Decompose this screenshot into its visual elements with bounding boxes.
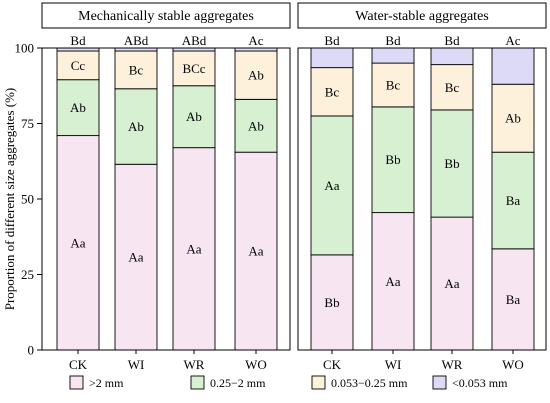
bar-label: Ba <box>506 292 521 307</box>
x-tick-label: WR <box>442 357 463 372</box>
x-tick-label: WI <box>385 357 402 372</box>
bar-segment <box>172 85 216 149</box>
bar-segment <box>430 109 474 218</box>
bar-label: Aa <box>324 178 339 193</box>
bar-label: Aa <box>248 244 263 259</box>
bar-label: Bc <box>386 77 401 92</box>
x-tick-label: WO <box>502 357 524 372</box>
bar-segment <box>430 47 474 66</box>
bar-label: Ba <box>506 193 521 208</box>
bar-label: Bd <box>324 33 340 48</box>
bar-segment <box>310 67 354 117</box>
bar-label: Aa <box>444 276 459 291</box>
bar-label: Bd <box>444 33 460 48</box>
bar-segment <box>491 47 535 85</box>
bar-label: BCc <box>182 61 205 76</box>
bar-segment <box>172 50 216 87</box>
bar-segment <box>371 47 415 64</box>
legend-label: <0.053 mm <box>452 376 508 390</box>
bar-label: Aa <box>186 241 201 256</box>
bar-segment <box>371 106 415 214</box>
bar-label: Bc <box>129 62 144 77</box>
bar-segment <box>430 64 474 111</box>
y-tick-label: 100 <box>15 41 35 56</box>
bar-label: ABd <box>124 33 149 48</box>
panel-frame <box>297 47 547 351</box>
bar-segment <box>371 62 415 108</box>
y-tick-label: 75 <box>21 116 34 131</box>
y-tick-label: 25 <box>21 267 34 282</box>
y-tick-label: 50 <box>21 192 34 207</box>
bar-segment <box>114 50 158 90</box>
x-tick-label: CK <box>323 357 342 372</box>
bar-label: Ac <box>505 33 520 48</box>
bar-segment <box>491 83 535 153</box>
legend-swatch <box>190 375 205 390</box>
bar-segment <box>234 50 278 100</box>
legend-swatch <box>69 375 84 390</box>
y-tick-label: 0 <box>28 343 35 358</box>
legend-swatch <box>311 375 326 390</box>
panel-title-box <box>297 2 547 29</box>
bar-label: Bb <box>385 152 400 167</box>
bar-label: Aa <box>385 274 400 289</box>
bar-label: Ab <box>505 111 521 126</box>
bar-segment <box>114 88 158 165</box>
bar-label: Ab <box>186 109 202 124</box>
bar-label: Ac <box>248 33 263 48</box>
bar-label: Bc <box>445 80 460 95</box>
bar-label: Bb <box>324 295 339 310</box>
bar-label: Ab <box>128 119 144 134</box>
bar-label: Bd <box>385 33 401 48</box>
bar-segment <box>310 254 354 351</box>
bar-label: ABd <box>182 33 207 48</box>
bar-segment <box>491 151 535 250</box>
bar-label: Bd <box>70 33 86 48</box>
bar-label: Aa <box>128 250 143 265</box>
bar-label: Ab <box>248 68 264 83</box>
legend-label: >2 mm <box>89 376 124 390</box>
bar-label: Ab <box>248 118 264 133</box>
bar-label: Ab <box>70 100 86 115</box>
x-tick-label: WO <box>245 357 267 372</box>
panel-title-box <box>41 2 291 29</box>
bar-label: Cc <box>71 58 86 73</box>
legend-label: 0.25−2 mm <box>210 376 266 390</box>
x-tick-label: WR <box>184 357 205 372</box>
bar-label: Aa <box>70 235 85 250</box>
bar-label: Bb <box>444 156 459 171</box>
x-tick-label: WI <box>128 357 145 372</box>
panel-title: Water-stable aggregates <box>355 9 488 24</box>
legend-swatch <box>432 375 447 390</box>
legend-label: 0.053−0.25 mm <box>331 376 408 390</box>
y-axis-label: Proportion of different size aggregates … <box>2 88 17 311</box>
bar-segment <box>310 47 354 69</box>
bar-segment <box>371 212 415 351</box>
panel-title: Mechanically stable aggregates <box>78 9 254 24</box>
bar-segment <box>234 98 278 153</box>
panel-frame <box>41 47 291 351</box>
bar-label: Bc <box>325 84 340 99</box>
x-tick-label: CK <box>69 357 88 372</box>
bar-segment <box>310 115 354 256</box>
